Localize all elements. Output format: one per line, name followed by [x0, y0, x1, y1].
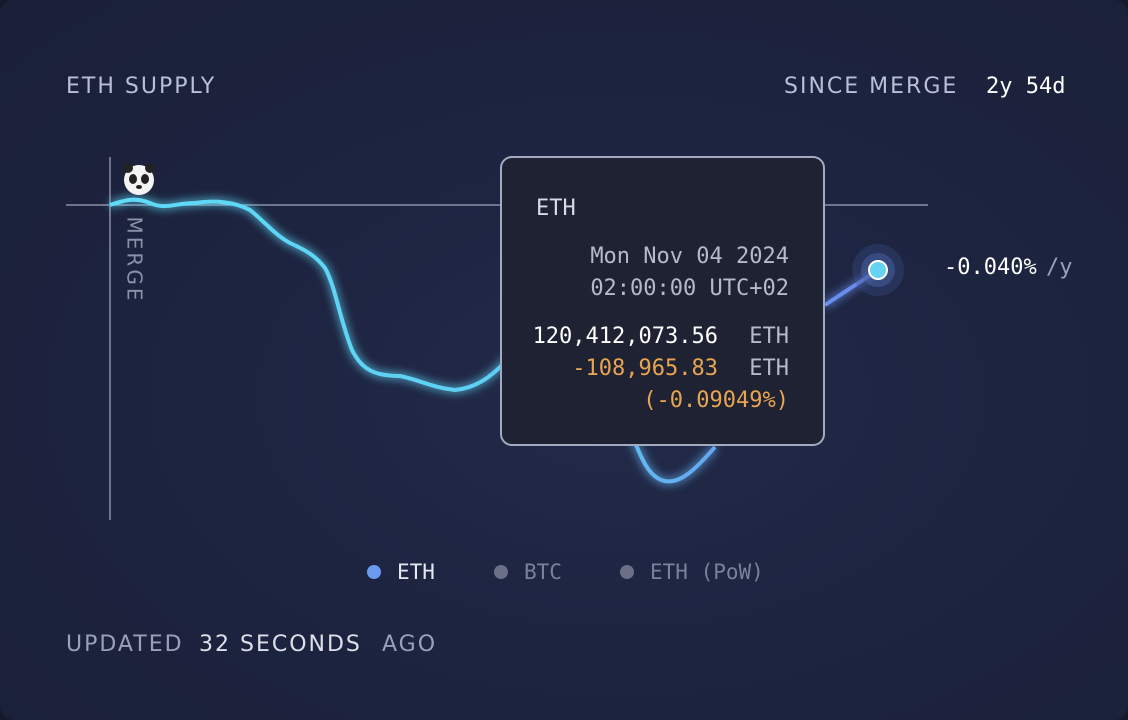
- endpoint: [868, 260, 888, 280]
- tooltip-supply: 120,412,073.56: [532, 324, 718, 349]
- legend-label: BTC: [524, 560, 562, 584]
- legend-label: ETH (PoW): [650, 560, 764, 584]
- tooltip-date: Mon Nov 04 2024: [590, 244, 789, 269]
- tooltip-change-unit: ETH: [749, 356, 789, 381]
- legend-label: ETH: [397, 560, 435, 584]
- legend-dot: [494, 565, 508, 579]
- tooltip-supply-unit: ETH: [749, 324, 789, 349]
- legend-item[interactable]: ETH: [367, 560, 435, 584]
- legend-dot: [367, 565, 381, 579]
- rate: -0.040%: [944, 255, 1037, 280]
- panda-icon: [123, 163, 155, 195]
- tooltip: ETH Mon Nov 04 2024 02:00:00 UTC+02 120,…: [500, 156, 825, 446]
- legend-dot: [620, 565, 634, 579]
- title: ETH SUPPLY: [66, 74, 217, 99]
- period-label: SINCE MERGE: [784, 74, 959, 99]
- legend-item[interactable]: ETH (PoW): [620, 560, 764, 584]
- rate-unit: /y: [1046, 255, 1073, 280]
- merge-label: MERGE: [123, 217, 147, 304]
- tooltip-change-pct: (-0.09049%): [643, 388, 789, 413]
- tooltip-time: 02:00:00 UTC+02: [590, 276, 789, 301]
- footer-age: 32 SECONDS: [199, 632, 362, 657]
- footer-prefix: UPDATED: [66, 632, 184, 657]
- legend-item[interactable]: BTC: [494, 560, 562, 584]
- period-value: 2y 54d: [986, 74, 1066, 99]
- footer-suffix: AGO: [382, 632, 438, 657]
- tooltip-series: ETH: [536, 196, 576, 221]
- tooltip-change: -108,965.83: [572, 356, 718, 381]
